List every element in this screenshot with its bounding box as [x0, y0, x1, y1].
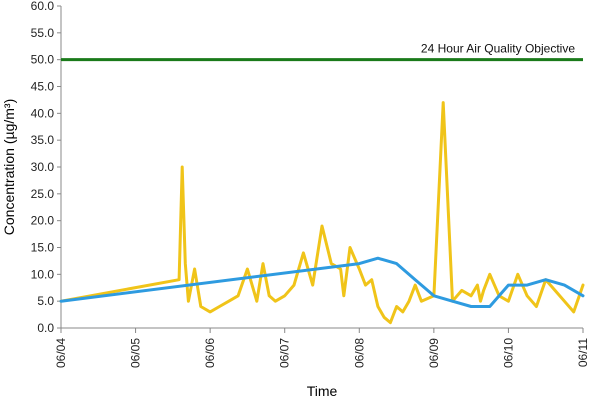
x-axis-title: Time — [307, 383, 338, 399]
y-tick-label: 10.0 — [31, 267, 55, 281]
y-ticks: 0.0 5.0 10.0 15.0 20.0 25.0 30.0 35.0 40.0 45.0 50… — [31, 0, 61, 335]
objective-group: 24 Hour Air Quality Objective — [61, 42, 583, 62]
y-tick-label: 35.0 — [31, 133, 55, 147]
x-tick-label: 06/08 — [352, 338, 366, 368]
y-tick-label: 25.0 — [31, 187, 55, 201]
x-tick-label: 06/04 — [54, 338, 68, 368]
y-tick-label: 50.0 — [31, 53, 55, 67]
y-tick-label: 60.0 — [31, 0, 55, 13]
y-axis-title: Concentration (µg/m³) — [1, 99, 17, 235]
y-tick-label: 0.0 — [37, 321, 54, 335]
x-tick-label: 06/09 — [427, 338, 441, 368]
y-tick-label: 40.0 — [31, 106, 55, 120]
x-tick-label: 06/06 — [203, 338, 217, 368]
series-2-line — [59, 256, 585, 308]
y-tick-label: 45.0 — [31, 80, 55, 94]
x-ticks: 06/04 06/05 06/06 06/07 06/08 06/09 06/10 06/11 — [54, 328, 590, 368]
y-tick-label: 5.0 — [37, 294, 54, 308]
objective-label: 24 Hour Air Quality Objective — [421, 42, 575, 56]
y-tick-label: 55.0 — [31, 26, 55, 40]
x-tick-label: 06/07 — [278, 338, 292, 368]
series-group — [59, 101, 585, 325]
x-tick-label: 06/10 — [501, 338, 515, 368]
y-tick-label: 15.0 — [31, 241, 55, 255]
y-tick-label: 30.0 — [31, 160, 55, 174]
x-tick-label: 06/11 — [576, 338, 590, 367]
y-tick-label: 20.0 — [31, 214, 55, 228]
x-tick-label: 06/05 — [129, 338, 143, 368]
